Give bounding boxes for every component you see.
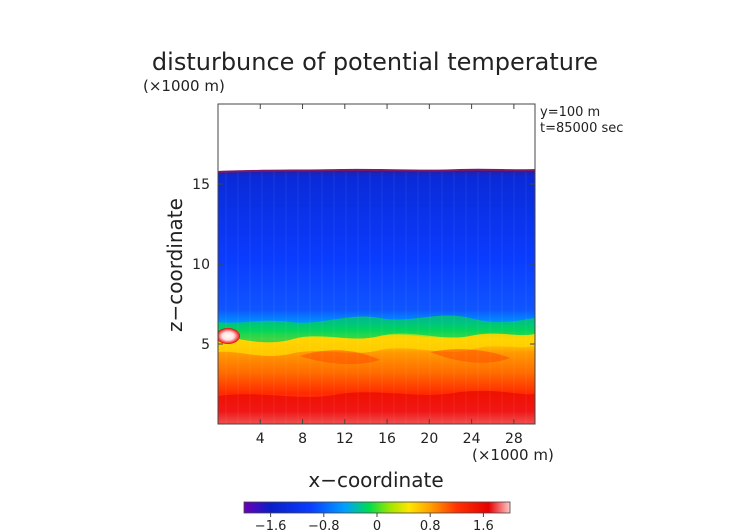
colorbar-ticks: −1.6 −0.8 0 0.8 1.6 bbox=[255, 513, 494, 532]
y-tick-label: 15 bbox=[192, 177, 210, 193]
y-tick-label: 5 bbox=[201, 337, 210, 353]
field-fill bbox=[218, 169, 535, 424]
y-axis-label: z−coordinate bbox=[163, 198, 187, 332]
interface-band bbox=[218, 315, 535, 343]
x-unit-label: (×1000 m) bbox=[472, 446, 554, 464]
contour-texture bbox=[225, 172, 527, 424]
colorbar-tick-label: −1.6 bbox=[255, 519, 287, 532]
x-tick-label: 24 bbox=[463, 431, 481, 447]
top-boundary bbox=[218, 168, 535, 173]
y-unit-label: (×1000 m) bbox=[143, 77, 225, 95]
annotation-t: t=85000 sec bbox=[540, 121, 623, 136]
surface-layer bbox=[218, 390, 535, 424]
x-tick-label: 20 bbox=[420, 431, 438, 447]
colorbar-tick-label: 1.6 bbox=[473, 519, 494, 532]
x-tick-label: 28 bbox=[505, 431, 523, 447]
y-tick-label: 10 bbox=[192, 257, 210, 273]
x-axis-label: x−coordinate bbox=[308, 468, 443, 492]
x-axis-ticks: 4 8 12 16 20 24 28 bbox=[256, 104, 523, 447]
annotation-y: y=100 m bbox=[540, 105, 600, 120]
colorbar-tick-label: 0 bbox=[373, 519, 381, 532]
x-tick-label: 16 bbox=[378, 431, 396, 447]
x-tick-label: 12 bbox=[336, 431, 354, 447]
warm-bubble bbox=[218, 328, 240, 344]
chart-title: disturbunce of potential temperature bbox=[152, 48, 598, 76]
x-tick-label: 8 bbox=[298, 431, 307, 447]
y-axis-ticks: 5 10 15 bbox=[192, 177, 535, 353]
colorbar-tick-label: 0.8 bbox=[420, 519, 441, 532]
colorbar bbox=[243, 501, 511, 514]
colorbar-tick-label: −0.8 bbox=[308, 519, 340, 532]
warm-ridge bbox=[300, 349, 510, 365]
field-heatmap bbox=[218, 168, 535, 424]
x-tick-label: 4 bbox=[256, 431, 265, 447]
